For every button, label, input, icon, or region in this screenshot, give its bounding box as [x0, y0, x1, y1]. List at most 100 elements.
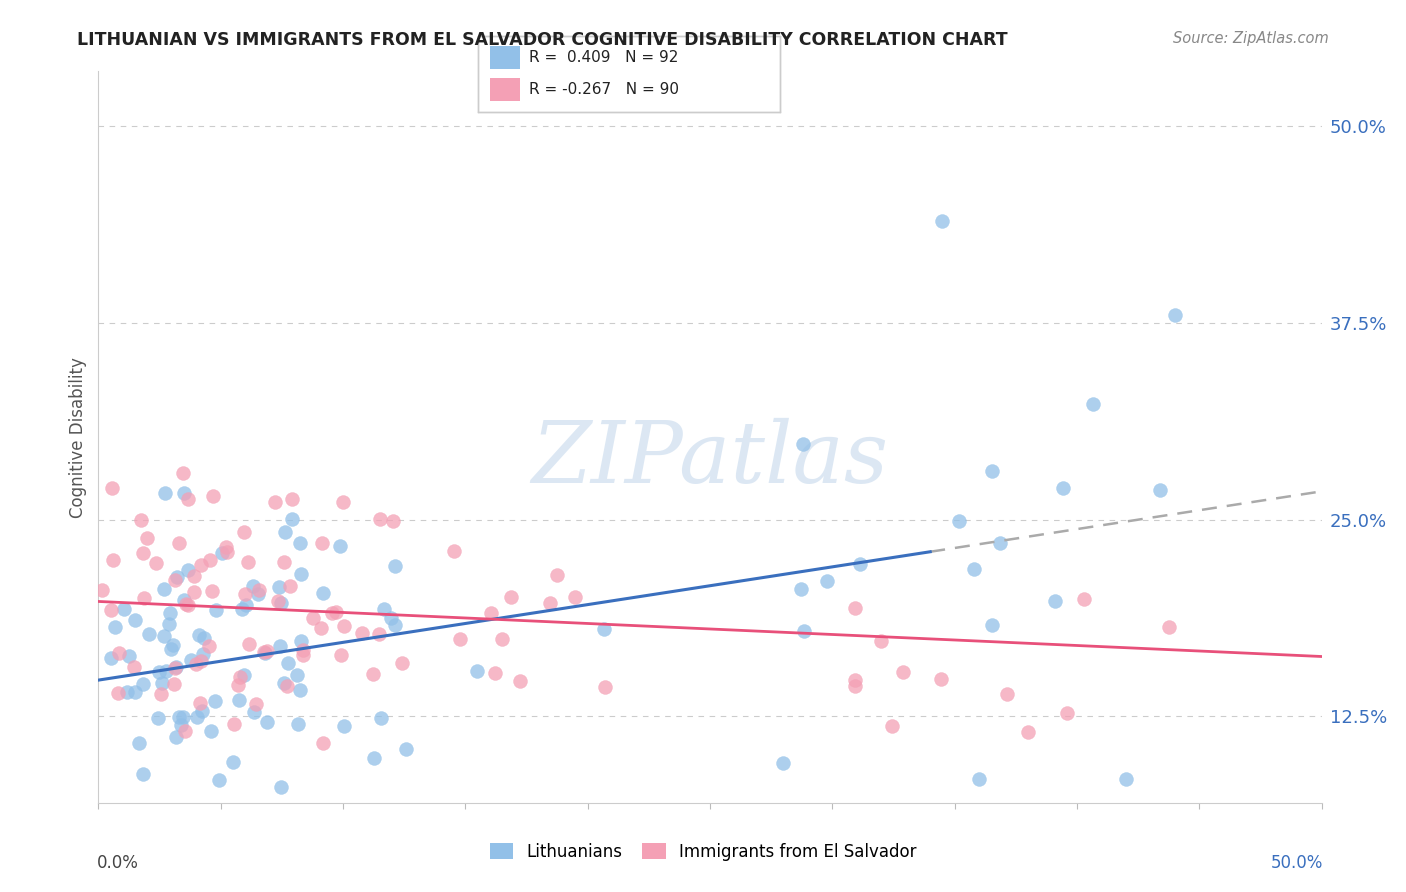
Point: [183, 584, 205, 599]
Point: [995, 687, 1018, 701]
Point: [172, 710, 194, 724]
Point: [484, 665, 506, 680]
Point: [132, 767, 155, 781]
Point: [449, 632, 471, 647]
Point: [160, 641, 183, 656]
Point: [273, 676, 295, 690]
Point: [256, 715, 278, 730]
Point: [1157, 620, 1180, 634]
Point: [193, 632, 215, 646]
Point: [790, 582, 813, 597]
Point: [350, 626, 373, 640]
Point: [1052, 481, 1074, 495]
Point: [177, 563, 200, 577]
Point: [1073, 591, 1095, 606]
Point: [311, 535, 333, 549]
Point: [165, 661, 187, 675]
Point: [848, 557, 870, 571]
Point: [177, 599, 200, 613]
Point: [373, 602, 395, 616]
Point: [931, 214, 953, 228]
Point: [186, 709, 208, 723]
Point: [981, 464, 1004, 478]
Text: 0.0%: 0.0%: [97, 854, 139, 872]
Point: [170, 718, 193, 732]
Point: [287, 716, 309, 731]
Point: [101, 553, 124, 567]
Point: [115, 685, 138, 699]
Point: [332, 619, 354, 633]
Point: [269, 580, 291, 594]
Point: [963, 562, 986, 576]
Point: [146, 711, 169, 725]
Point: [118, 649, 141, 664]
Point: [967, 772, 990, 787]
Point: [242, 579, 264, 593]
Text: ZIPatlas: ZIPatlas: [531, 417, 889, 500]
Point: [215, 540, 238, 554]
Point: [285, 668, 308, 682]
Point: [124, 685, 146, 699]
Point: [247, 586, 270, 600]
Point: [772, 756, 794, 771]
Point: [792, 437, 814, 451]
Point: [1017, 725, 1039, 739]
Point: [129, 513, 152, 527]
Point: [384, 558, 406, 573]
Point: [844, 601, 866, 615]
Bar: [491, 46, 520, 69]
Point: [793, 624, 815, 638]
Point: [222, 755, 245, 769]
Point: [333, 718, 356, 732]
Text: 50.0%: 50.0%: [1271, 854, 1323, 872]
Point: [593, 680, 616, 694]
Point: [325, 605, 347, 619]
Point: [157, 616, 180, 631]
Point: [173, 486, 195, 500]
Point: [211, 546, 233, 560]
Point: [180, 653, 202, 667]
Point: [132, 591, 155, 605]
Point: [150, 687, 173, 701]
Point: [222, 716, 245, 731]
Point: [167, 709, 190, 723]
Point: [184, 657, 207, 671]
Point: [815, 574, 838, 588]
Point: [270, 780, 292, 794]
Point: [844, 673, 866, 688]
Point: [380, 611, 402, 625]
Point: [135, 531, 157, 545]
Point: [363, 667, 385, 681]
Point: [159, 606, 181, 620]
Point: [152, 629, 174, 643]
Point: [394, 742, 416, 756]
Point: [509, 674, 531, 689]
Point: [281, 491, 304, 506]
Point: [288, 536, 311, 550]
Point: [163, 677, 186, 691]
Point: [163, 574, 186, 588]
Y-axis label: Cognitive Disability: Cognitive Disability: [69, 357, 87, 517]
Point: [233, 525, 256, 540]
Point: [564, 590, 586, 604]
Point: [231, 601, 253, 615]
Point: [269, 639, 291, 653]
Point: [243, 705, 266, 719]
Point: [332, 495, 354, 509]
Point: [188, 628, 211, 642]
Point: [891, 665, 914, 679]
Point: [198, 553, 221, 567]
Point: [277, 656, 299, 670]
Point: [229, 670, 252, 684]
Point: [215, 545, 238, 559]
Point: [256, 644, 278, 658]
Text: Source: ZipAtlas.com: Source: ZipAtlas.com: [1173, 31, 1329, 46]
Point: [988, 535, 1011, 549]
Point: [538, 595, 561, 609]
Point: [177, 491, 200, 506]
Point: [312, 736, 335, 750]
Point: [291, 642, 314, 657]
Point: [290, 567, 312, 582]
Point: [363, 750, 385, 764]
Point: [592, 622, 614, 636]
